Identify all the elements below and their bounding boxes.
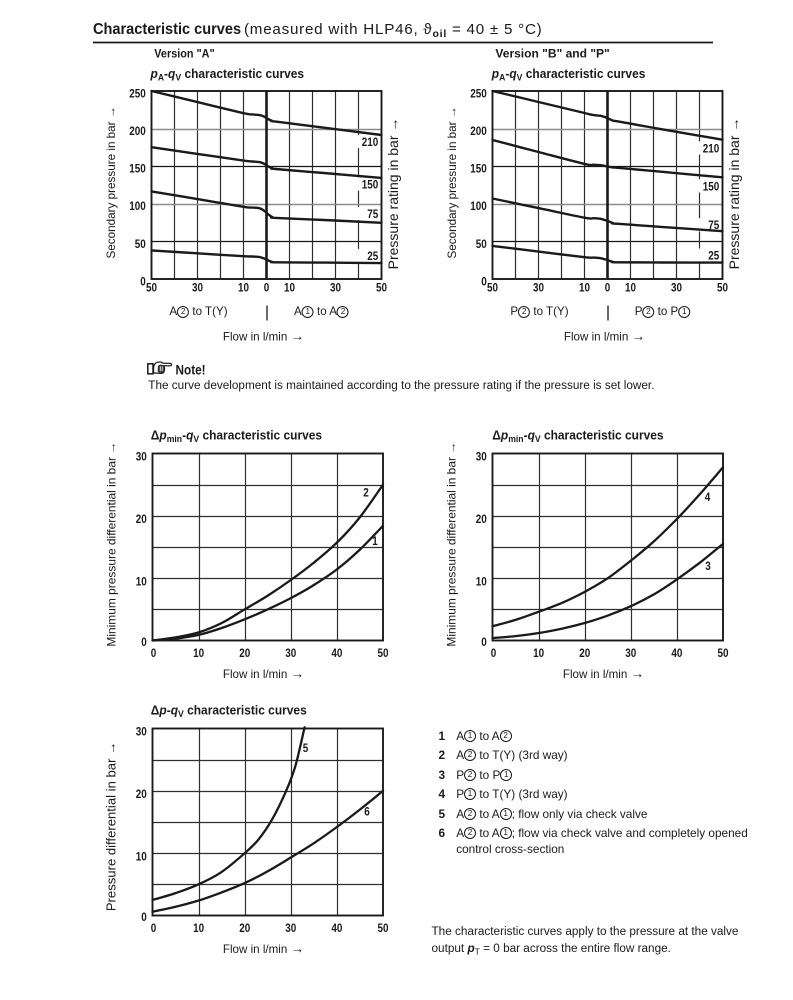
svg-text:5: 5 — [303, 742, 309, 755]
svg-text:20: 20 — [579, 647, 590, 660]
svg-text:20: 20 — [239, 922, 250, 935]
svg-text:40: 40 — [671, 647, 682, 660]
svg-text:Δpmin-qV characteristic curves: Δpmin-qV characteristic curves — [492, 428, 663, 444]
svg-text:10: 10 — [193, 647, 204, 660]
svg-text:Pressure rating in bar →: Pressure rating in bar → — [726, 118, 742, 270]
svg-text:Characteristic curves: Characteristic curves — [93, 21, 241, 39]
svg-text:40: 40 — [331, 647, 342, 660]
svg-text:Version "B" and "P": Version "B" and "P" — [495, 47, 609, 61]
svg-text:30: 30 — [285, 922, 296, 935]
svg-text:50: 50 — [135, 238, 146, 251]
svg-text:Δpmin-qV characteristic curves: Δpmin-qV characteristic curves — [151, 428, 322, 444]
svg-text:150: 150 — [362, 179, 379, 192]
svg-text:20: 20 — [136, 513, 147, 526]
svg-text:30: 30 — [136, 726, 147, 739]
svg-text:0: 0 — [141, 911, 147, 924]
svg-text:150: 150 — [703, 181, 720, 194]
svg-text:0: 0 — [264, 282, 270, 295]
svg-text:50: 50 — [717, 647, 728, 660]
svg-text:Flow in l/min →: Flow in l/min → — [223, 941, 304, 956]
svg-text:pA-qV characteristic curves: pA-qV characteristic curves — [491, 66, 646, 82]
svg-text:Flow in l/min →: Flow in l/min → — [223, 329, 304, 344]
svg-text:30: 30 — [671, 282, 682, 295]
svg-text:250: 250 — [129, 88, 146, 101]
svg-text:75: 75 — [708, 219, 719, 232]
svg-text:25: 25 — [708, 250, 719, 263]
svg-text:1: 1 — [372, 535, 378, 548]
svg-text:30: 30 — [330, 282, 341, 295]
svg-text:25: 25 — [367, 250, 378, 263]
svg-text:200: 200 — [129, 125, 146, 138]
svg-text:50: 50 — [717, 282, 728, 295]
svg-text:30: 30 — [136, 451, 147, 464]
svg-text:Δp-qV characteristic curves: Δp-qV characteristic curves — [151, 703, 307, 719]
svg-text:Pressure rating in bar →: Pressure rating in bar → — [385, 118, 401, 270]
svg-text:50: 50 — [377, 922, 388, 935]
svg-text:Flow in l/min →: Flow in l/min → — [564, 329, 645, 344]
svg-text:10: 10 — [533, 647, 544, 660]
svg-text:30: 30 — [192, 282, 203, 295]
svg-text:50: 50 — [476, 238, 487, 251]
svg-text:10: 10 — [476, 576, 487, 589]
svg-text:50: 50 — [146, 282, 157, 295]
svg-text:150: 150 — [129, 163, 146, 176]
svg-text:100: 100 — [129, 200, 146, 213]
svg-text:Version "A": Version "A" — [154, 48, 214, 60]
svg-text:10: 10 — [284, 282, 295, 295]
svg-text:(measured with HLP46, ϑoil = 4: (measured with HLP46, ϑoil = 40 ± 5 °C) — [244, 21, 542, 40]
svg-text:210: 210 — [362, 136, 379, 149]
svg-text:0: 0 — [141, 636, 147, 649]
svg-text:50: 50 — [487, 282, 498, 295]
svg-text:3: 3 — [705, 560, 711, 573]
svg-text:30: 30 — [476, 451, 487, 464]
svg-text:200: 200 — [470, 125, 487, 138]
svg-text:10: 10 — [238, 282, 249, 295]
svg-text:75: 75 — [367, 208, 378, 221]
svg-text:150: 150 — [470, 163, 487, 176]
svg-text:Pressure differential in bar →: Pressure differential in bar → — [104, 742, 119, 911]
svg-text:0: 0 — [481, 636, 487, 649]
svg-text:0: 0 — [491, 647, 497, 660]
svg-text:30: 30 — [533, 282, 544, 295]
svg-text:50: 50 — [376, 282, 387, 295]
svg-text:Note!: Note! — [176, 363, 206, 378]
svg-text:210: 210 — [703, 143, 720, 156]
svg-text:10: 10 — [136, 851, 147, 864]
svg-text:2: 2 — [363, 487, 369, 500]
svg-text:Flow in l/min →: Flow in l/min → — [223, 666, 304, 681]
svg-text:250: 250 — [470, 88, 487, 101]
svg-text:20: 20 — [136, 788, 147, 801]
svg-text:6: 6 — [364, 806, 370, 819]
svg-text:20: 20 — [239, 647, 250, 660]
svg-text:Flow in l/min →: Flow in l/min → — [563, 666, 644, 681]
svg-text:4: 4 — [705, 491, 711, 504]
svg-text:20: 20 — [476, 513, 487, 526]
svg-text:0: 0 — [605, 282, 611, 295]
svg-text:10: 10 — [579, 282, 590, 295]
svg-text:10: 10 — [136, 576, 147, 589]
svg-text:30: 30 — [625, 647, 636, 660]
svg-text:10: 10 — [625, 282, 636, 295]
svg-text:40: 40 — [331, 922, 342, 935]
svg-text:Secondary pressure in bar →: Secondary pressure in bar → — [105, 106, 118, 258]
svg-text:50: 50 — [377, 647, 388, 660]
svg-text:Minimum pressure differential: Minimum pressure differential in bar → — [445, 442, 459, 647]
svg-text:0: 0 — [140, 276, 146, 289]
svg-text:pA-qV characteristic curves: pA-qV characteristic curves — [150, 66, 305, 82]
svg-text:10: 10 — [193, 922, 204, 935]
svg-text:0: 0 — [151, 647, 157, 660]
svg-text:Secondary pressure in bar →: Secondary pressure in bar → — [446, 106, 459, 258]
svg-text:0: 0 — [481, 276, 487, 289]
svg-text:30: 30 — [285, 647, 296, 660]
svg-text:Minimum pressure differential: Minimum pressure differential in bar → — [105, 442, 119, 647]
svg-text:0: 0 — [151, 922, 157, 935]
svg-text:100: 100 — [470, 200, 487, 213]
